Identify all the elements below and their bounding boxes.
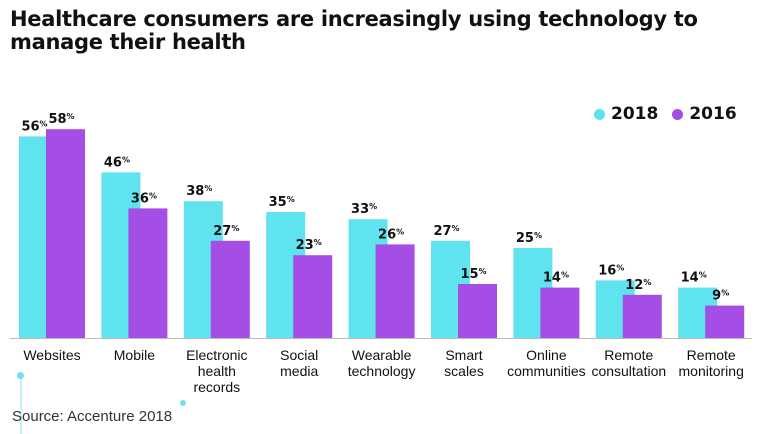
legend-item-2016: 2016 [672, 104, 737, 124]
data-label: 14% [543, 271, 569, 286]
data-label: 56% [21, 119, 47, 134]
bar-2016 [128, 208, 168, 338]
data-label: 27% [433, 224, 459, 239]
category-label: Smart [445, 347, 482, 363]
legend-swatch-2018 [594, 108, 605, 120]
category-label: Online [526, 347, 567, 363]
chart-title: Healthcare consumers are increasingly us… [10, 7, 698, 54]
data-label: 33% [351, 202, 377, 217]
data-label: 35% [269, 195, 295, 210]
bar-2016 [375, 244, 415, 338]
legend-label-2018: 2018 [611, 104, 659, 124]
category-label: Remote [687, 347, 736, 363]
legend-item-2018: 2018 [594, 104, 658, 124]
category-label: health [198, 363, 236, 379]
category-label: Wearable [352, 347, 412, 363]
legend-label-2016: 2016 [689, 104, 737, 124]
data-label: 36% [131, 191, 157, 206]
category-label: Mobile [114, 347, 155, 363]
category-label: communities [507, 363, 586, 379]
category-label: consultation [591, 363, 666, 379]
bar-2016 [622, 294, 662, 338]
decorative-line [20, 378, 22, 434]
bar-2016 [705, 305, 745, 338]
bar-2016 [210, 240, 250, 338]
category-label: Remote [604, 347, 653, 363]
legend-swatch-2016 [672, 108, 684, 120]
data-label: 15% [460, 267, 486, 282]
data-label: 27% [213, 224, 239, 239]
data-label: 12% [625, 278, 651, 293]
decorative-dot [180, 400, 186, 406]
category-label: Websites [23, 347, 80, 363]
category-label: scales [444, 363, 484, 379]
data-label: 58% [48, 112, 74, 127]
category-label: monitoring [679, 363, 744, 379]
decorative-dot [17, 372, 24, 379]
bar-2016 [293, 255, 333, 338]
data-label: 9% [712, 289, 729, 304]
category-label: media [280, 363, 318, 379]
data-label: 23% [296, 238, 322, 253]
data-label: 38% [186, 184, 212, 199]
data-label: 16% [598, 263, 624, 278]
source-note: Source: Accenture 2018 [12, 408, 173, 425]
bar-2016 [540, 287, 580, 338]
category-label: records [193, 379, 240, 395]
data-label: 14% [681, 271, 707, 286]
data-label: 46% [104, 155, 130, 170]
category-label: technology [348, 363, 416, 379]
data-label: 25% [516, 231, 542, 246]
data-label: 26% [378, 227, 404, 242]
legend: 2018 2016 [594, 104, 737, 124]
category-label: Social [280, 347, 318, 363]
bar-2016 [458, 284, 497, 338]
bar-2016 [46, 129, 85, 338]
category-label: Electronic [186, 347, 247, 363]
